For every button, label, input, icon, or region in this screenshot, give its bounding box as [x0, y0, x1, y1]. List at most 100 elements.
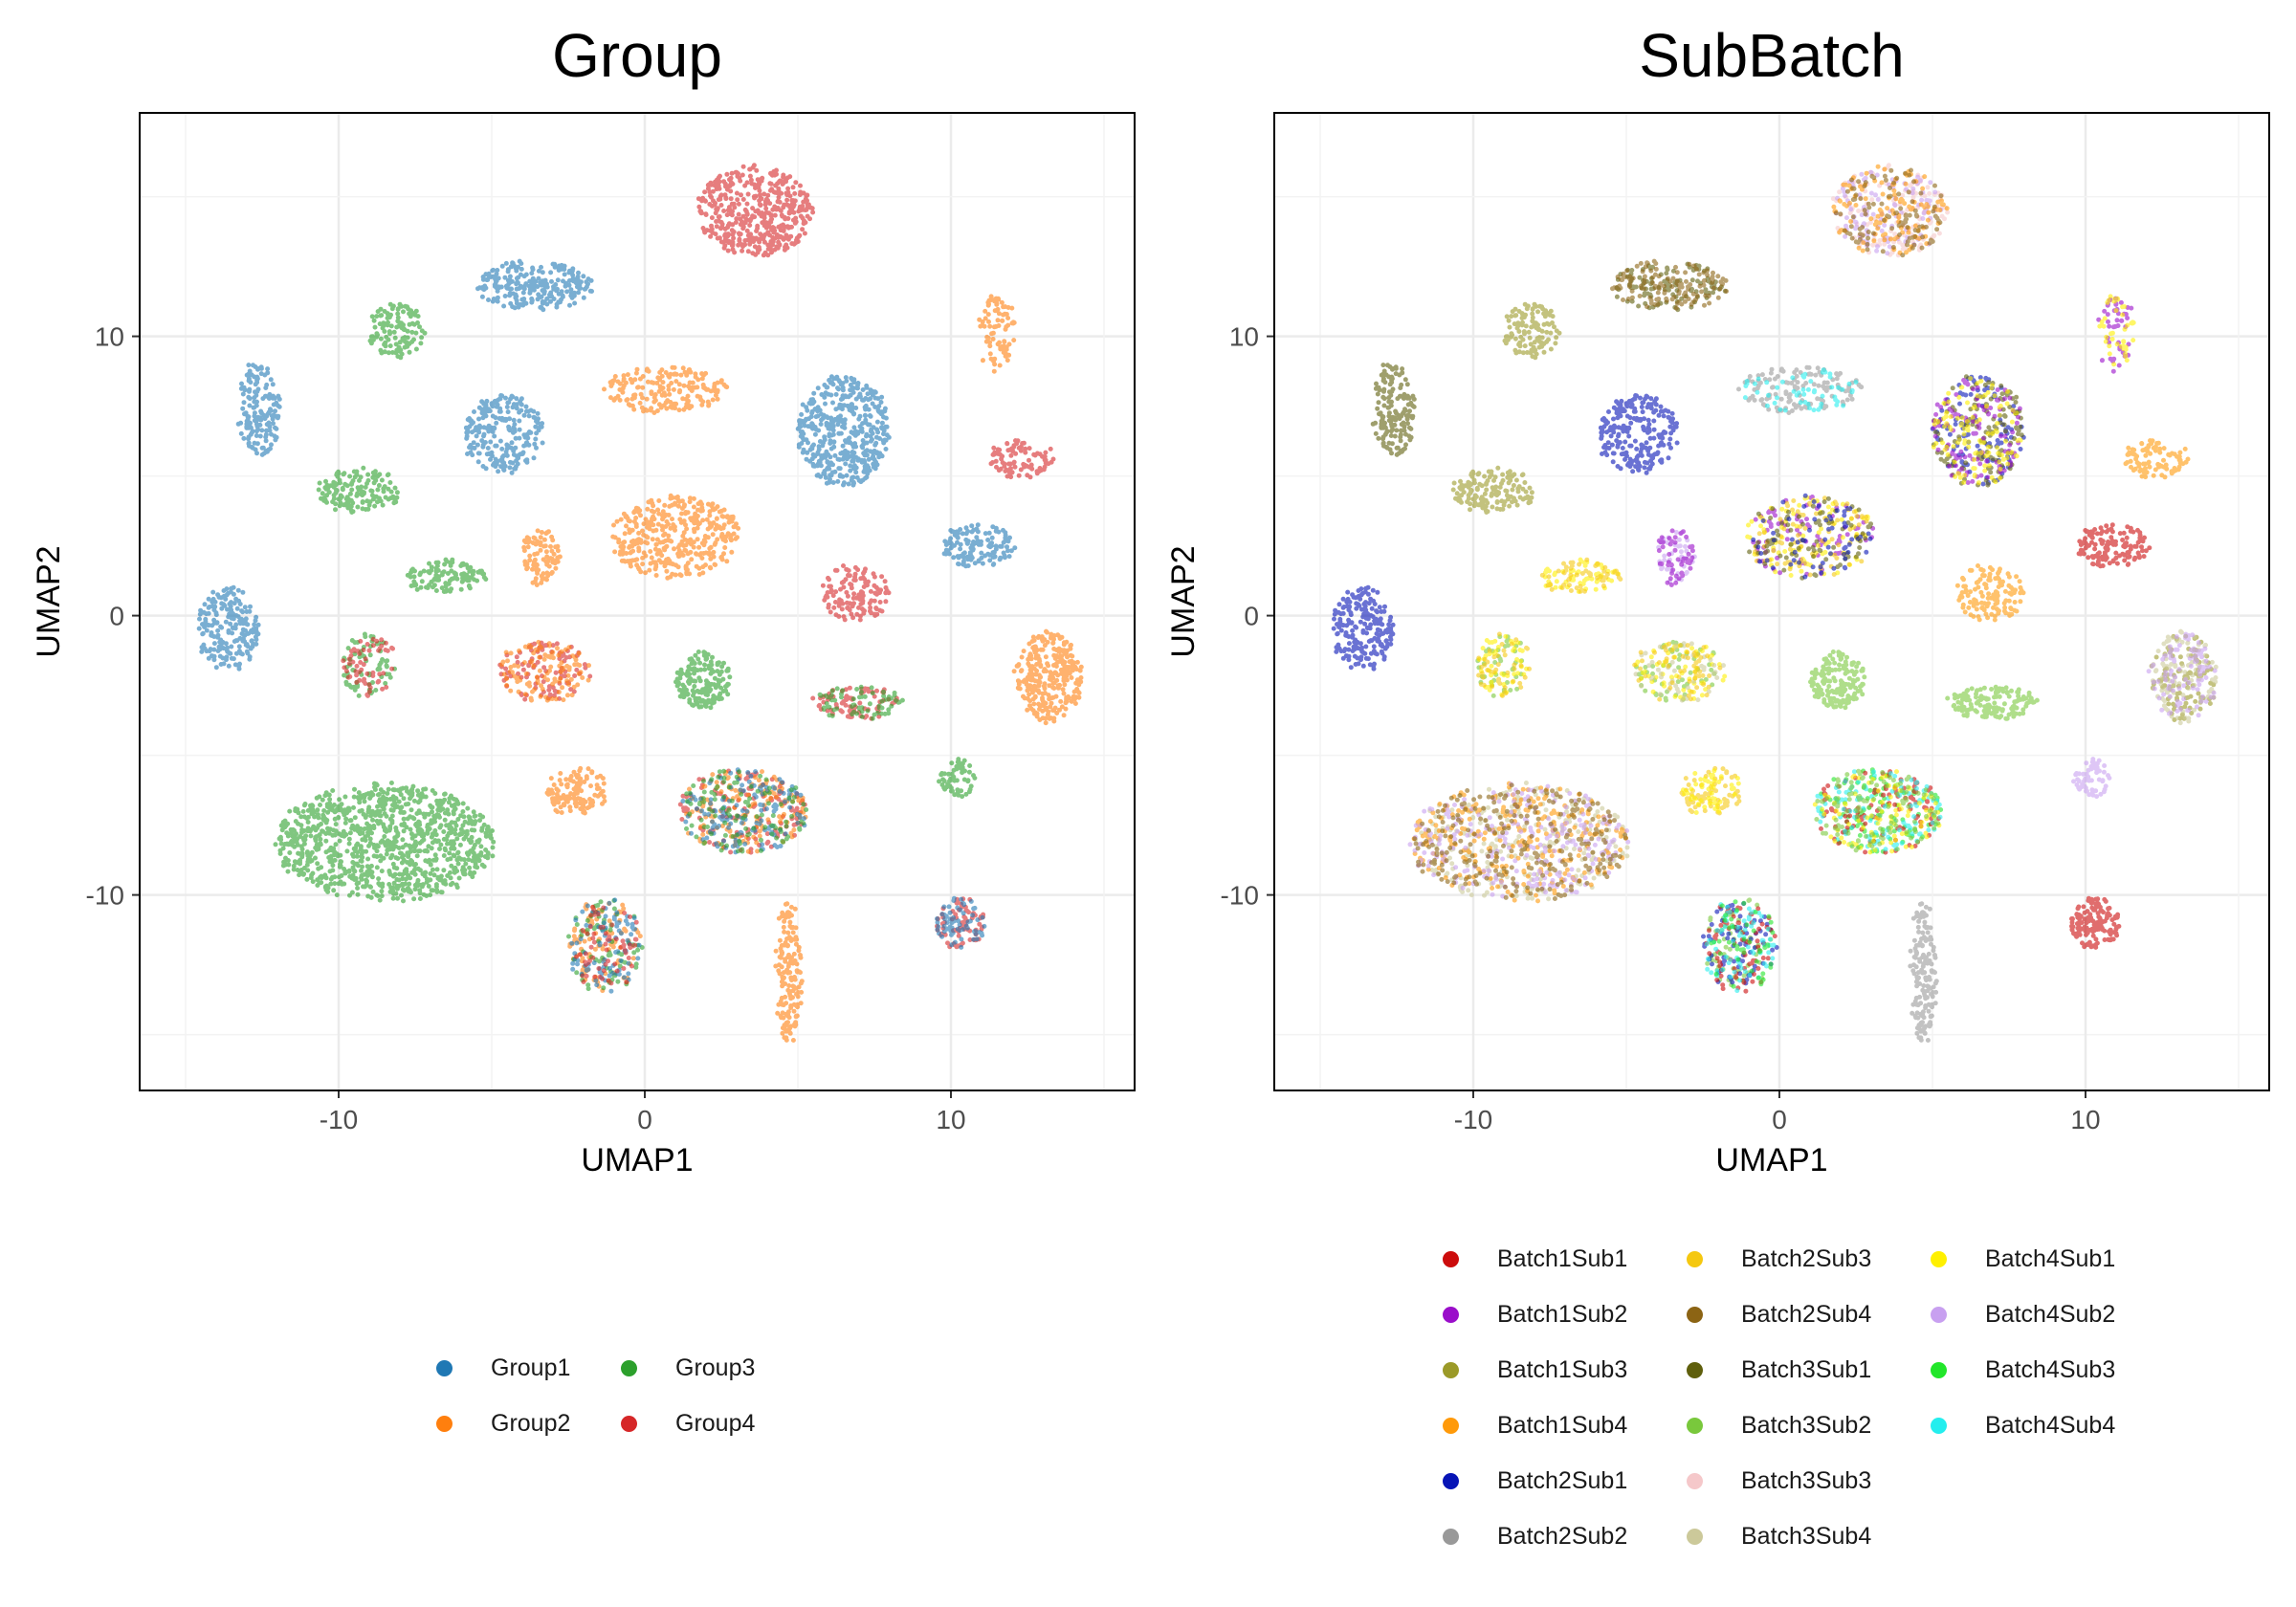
legend-label: Batch4Sub4 — [1985, 1411, 2116, 1439]
legend-item-batch3sub4: Batch3Sub4 — [1687, 1517, 1871, 1555]
cluster-points — [937, 757, 978, 800]
cluster-points — [1011, 628, 1084, 726]
cluster-points — [1598, 393, 1680, 475]
group-panel: Group -10 0 10 UMAP1 -10 0 10 UMAP2 — [31, 21, 1136, 1178]
subbatch-legend: Batch1Sub1 Batch1Sub2 Batch1Sub3 Batch1Sub4… — [1443, 1240, 2170, 1565]
x-tick-label: -10 — [1454, 1105, 1492, 1134]
x-tick-label: 10 — [936, 1105, 965, 1134]
legend-item-batch1sub2: Batch1Sub2 — [1443, 1295, 1627, 1333]
cluster-points — [941, 522, 1018, 569]
cluster-points — [817, 684, 905, 721]
legend-swatch — [1443, 1306, 1459, 1323]
group-x-axis-label: UMAP1 — [581, 1142, 693, 1178]
legend-item-batch1sub4: Batch1Sub4 — [1443, 1406, 1627, 1444]
legend-item-batch4sub3: Batch4Sub3 — [1931, 1351, 2115, 1389]
cluster-points — [1945, 684, 2040, 721]
cluster-points — [977, 294, 1017, 374]
x-tick-label: 10 — [2070, 1105, 2100, 1134]
cluster-points — [196, 584, 261, 671]
cluster-points — [1502, 301, 1562, 361]
legend-label: Group4 — [675, 1409, 756, 1437]
subbatch-y-axis: -10 0 10 UMAP2 — [1165, 322, 1259, 911]
cluster-points — [316, 465, 400, 515]
cluster-points — [2076, 522, 2152, 569]
legend-swatch — [1443, 1250, 1459, 1267]
legend-item-group1: Group1 — [436, 1349, 570, 1387]
legend-label: Batch4Sub1 — [1985, 1244, 2116, 1272]
cluster-points — [1709, 899, 1776, 989]
legend-swatch — [1443, 1417, 1459, 1434]
cluster-points — [1751, 493, 1873, 580]
cluster-points — [610, 493, 741, 581]
legend-swatch — [1931, 1250, 1947, 1267]
legend-swatch — [621, 1359, 637, 1376]
cluster-points — [463, 393, 545, 475]
group-panel-title: Group — [552, 21, 722, 90]
legend-swatch — [1443, 1361, 1459, 1378]
cluster-points — [695, 163, 816, 258]
legend-item-batch3sub1: Batch3Sub1 — [1687, 1351, 1871, 1389]
cluster-points — [1908, 901, 1939, 1043]
cluster-points — [1331, 584, 1396, 671]
group-y-axis-label: UMAP2 — [31, 545, 67, 657]
legend-label: Batch4Sub2 — [1985, 1300, 2116, 1328]
cluster-points — [2097, 294, 2136, 367]
cluster-points — [521, 528, 563, 587]
legend-item-batch2sub4: Batch2Sub4 — [1687, 1295, 1871, 1333]
cluster-points — [820, 563, 892, 623]
cluster-points — [773, 901, 805, 1043]
legend-label: Batch2Sub4 — [1741, 1300, 1872, 1328]
subbatch-x-axis-label: UMAP1 — [1715, 1142, 1827, 1178]
cluster-points — [273, 781, 497, 904]
cluster-points — [2146, 631, 2218, 718]
y-tick-label: 0 — [109, 602, 124, 631]
legend-swatch — [1687, 1361, 1703, 1378]
legend-swatch — [436, 1415, 453, 1432]
cluster-points — [684, 768, 809, 854]
cluster-points — [935, 895, 987, 950]
cluster-points — [341, 636, 396, 698]
legend-item-batch4sub4: Batch4Sub4 — [1931, 1406, 2115, 1444]
legend-item-group2: Group2 — [436, 1404, 570, 1442]
legend-swatch — [1687, 1417, 1703, 1434]
legend-swatch — [1443, 1472, 1459, 1489]
legend-item-batch4sub2: Batch4Sub2 — [1931, 1295, 2115, 1333]
cluster-points — [574, 904, 639, 986]
subbatch-x-axis: -10 0 10 UMAP1 — [1454, 1105, 2101, 1178]
cluster-points — [2071, 757, 2112, 800]
subbatch-points — [1331, 163, 2219, 1043]
cluster-points — [1407, 781, 1631, 899]
legend-swatch — [1687, 1528, 1703, 1545]
legend-item-batch1sub1: Batch1Sub1 — [1443, 1240, 1627, 1278]
y-tick-label: 10 — [95, 322, 124, 352]
cluster-points — [1632, 641, 1723, 702]
x-tick-label: -10 — [320, 1105, 358, 1134]
cluster-points — [1833, 167, 1944, 258]
y-tick-label: -10 — [1221, 881, 1259, 911]
cluster-points — [795, 374, 892, 488]
group-y-axis: -10 0 10 UMAP2 — [31, 322, 124, 911]
legend-swatch — [621, 1415, 637, 1432]
legend-item-batch3sub2: Batch3Sub2 — [1687, 1406, 1871, 1444]
cluster-points — [1450, 465, 1534, 515]
cluster-points — [1476, 631, 1533, 698]
legend-swatch — [1687, 1250, 1703, 1267]
legend-label: Batch3Sub4 — [1741, 1522, 1872, 1550]
subbatch-panel: SubBatch -10 0 10 UMAP1 -10 0 10 UMAP2 — [1165, 21, 2270, 1178]
cluster-points — [1370, 363, 1417, 457]
cluster-points — [1954, 563, 2026, 623]
legend-item-batch1sub3: Batch1Sub3 — [1443, 1351, 1627, 1389]
legend-label: Batch3Sub3 — [1741, 1466, 1872, 1494]
cluster-points — [1681, 768, 1741, 815]
cluster-points — [1633, 641, 1727, 703]
legend-item-batch2sub2: Batch2Sub2 — [1443, 1517, 1627, 1555]
legend-swatch — [1931, 1306, 1947, 1323]
legend-item-group3: Group3 — [621, 1349, 755, 1387]
subbatch-panel-title: SubBatch — [1639, 21, 1905, 90]
cluster-points — [2123, 438, 2191, 480]
legend-label: Batch1Sub1 — [1497, 1244, 1628, 1272]
cluster-points — [1412, 782, 1628, 901]
cluster-points — [1814, 768, 1941, 853]
cluster-points — [1656, 528, 1695, 587]
legend-swatch — [1931, 1417, 1947, 1434]
